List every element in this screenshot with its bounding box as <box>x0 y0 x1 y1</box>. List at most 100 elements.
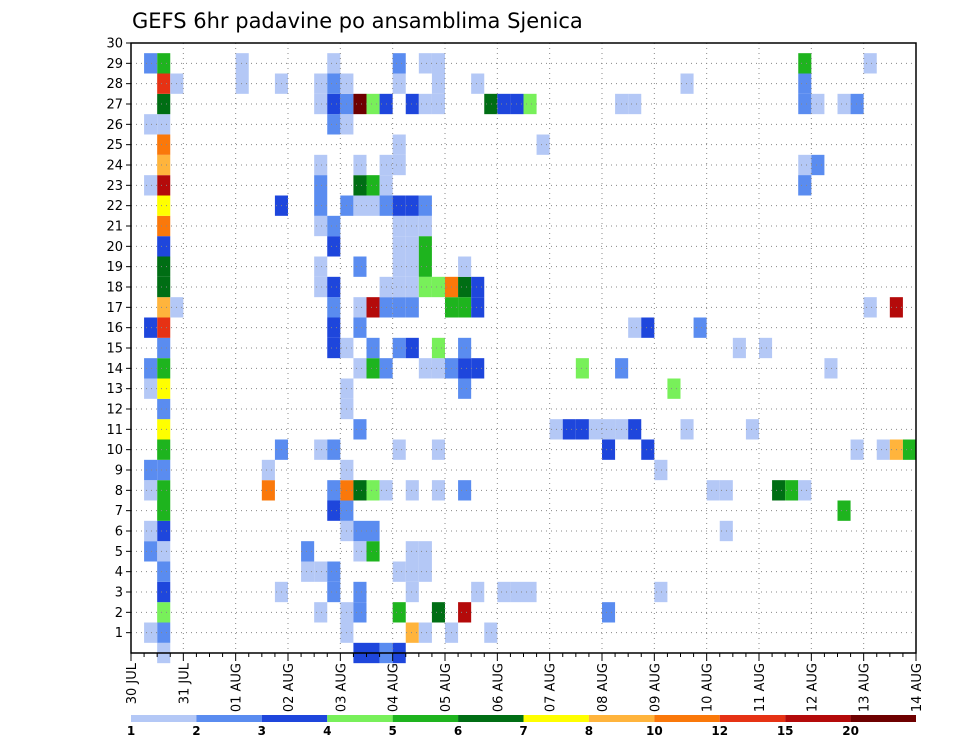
heatmap-cell <box>745 419 759 440</box>
heatmap-cell <box>471 358 485 379</box>
grid-layer <box>131 42 916 653</box>
heatmap-cell <box>392 276 406 298</box>
heatmap-cell <box>157 602 171 623</box>
legend-threshold-label: 12 <box>711 724 728 738</box>
x-date-label: 11 AUG <box>753 663 768 712</box>
heatmap-cell <box>327 276 341 298</box>
heatmap-cell <box>261 459 275 481</box>
heatmap-cell <box>641 439 655 460</box>
y-tick-label: 4 <box>115 565 123 580</box>
heatmap-cell <box>418 53 432 74</box>
heatmap-cell <box>418 256 432 277</box>
heatmap-cell <box>405 297 419 318</box>
heatmap-cell <box>405 337 419 359</box>
y-tick-label: 11 <box>106 423 123 438</box>
legend-threshold-label: 15 <box>777 724 794 738</box>
heatmap-cell <box>353 175 367 196</box>
heatmap-cell <box>366 541 380 562</box>
heatmap-cell <box>261 480 275 501</box>
heatmap-cell <box>392 297 406 318</box>
heatmap-cell <box>157 317 171 338</box>
heatmap-cell <box>157 561 171 582</box>
heatmap-cell <box>798 480 812 501</box>
heatmap-cell <box>772 480 786 501</box>
heatmap-cell <box>157 134 171 155</box>
heatmap-cell <box>314 195 328 216</box>
heatmap-cell <box>575 358 589 379</box>
heatmap-cell <box>327 297 341 318</box>
heatmap-cell <box>628 419 642 440</box>
y-tick-label: 12 <box>106 403 123 418</box>
heatmap-cell <box>366 93 380 115</box>
heatmap-cell <box>314 439 328 460</box>
heatmap-cell <box>405 622 419 643</box>
heatmap-cell <box>327 53 341 74</box>
y-tick-label: 3 <box>115 586 123 601</box>
y-tick-label: 29 <box>106 57 123 72</box>
legend-swatch <box>523 715 589 722</box>
heatmap-cell <box>144 480 158 501</box>
heatmap-cell <box>392 215 406 237</box>
legend-swatch <box>850 715 916 722</box>
heatmap-cell <box>314 73 328 94</box>
heatmap-cell <box>405 581 419 603</box>
heatmap-cell <box>641 317 655 338</box>
heatmap-cell <box>798 93 812 115</box>
y-tick-label: 7 <box>115 504 123 519</box>
heatmap-cell <box>144 175 158 196</box>
y-tick-label: 8 <box>115 484 123 499</box>
heatmap-cell <box>837 500 851 521</box>
heatmap-cell <box>314 256 328 277</box>
heatmap-cell <box>157 520 171 542</box>
heatmap-cell <box>366 480 380 501</box>
plot-frame <box>130 42 917 654</box>
y-tick-label: 17 <box>106 301 123 316</box>
x-date-label: 05 AUG <box>439 663 454 712</box>
heatmap-cell <box>405 215 419 237</box>
heatmap-cell <box>157 419 171 440</box>
heatmap-cell <box>366 195 380 216</box>
y-tick-label: 10 <box>106 443 123 458</box>
x-date-label: 04 AUG <box>387 663 402 712</box>
heatmap-cell <box>353 317 367 338</box>
x-date-label: 12 AUG <box>805 663 820 712</box>
legend-threshold-label: 20 <box>842 724 859 738</box>
heatmap-cell <box>431 602 445 623</box>
y-tick-label: 9 <box>115 464 123 479</box>
legend-threshold-label: 3 <box>258 724 266 738</box>
heatmap-cell <box>458 480 472 501</box>
heatmap-cell <box>157 154 171 176</box>
heatmap-cell <box>353 541 367 562</box>
x-date-label: 30 JUL <box>125 662 140 704</box>
heatmap-cell <box>366 520 380 542</box>
heatmap-cell <box>157 297 171 318</box>
heatmap-cell <box>654 459 668 481</box>
heatmap-cell <box>392 73 406 94</box>
legend-swatch <box>327 715 393 722</box>
x-date-label: 09 AUG <box>648 663 663 712</box>
heatmap-cell <box>798 154 812 176</box>
heatmap-cell <box>327 73 341 94</box>
y-tick-label: 13 <box>106 382 123 397</box>
legend-swatch <box>261 715 328 722</box>
heatmap-cell <box>353 154 367 176</box>
heatmap-cell <box>876 439 890 460</box>
y-tick-label: 16 <box>106 321 123 336</box>
y-tick-label: 30 <box>106 37 123 52</box>
y-tick-label: 26 <box>106 118 123 133</box>
heatmap-cell <box>850 93 864 115</box>
heatmap-cell <box>392 439 406 460</box>
heatmap-cell <box>523 581 537 603</box>
heatmap-cell <box>798 73 812 94</box>
legend-swatch <box>785 715 851 722</box>
heatmap-cell <box>418 541 432 562</box>
heatmap-cell <box>353 602 367 623</box>
x-date-label: 03 AUG <box>334 663 349 712</box>
heatmap-cell <box>392 337 406 359</box>
color-legend: 1 2 3 4 5 6 7 8 10 12 15 20 <box>127 715 916 738</box>
heatmap-cell <box>418 215 432 237</box>
heatmap-cell <box>405 561 419 582</box>
y-tick-label: 20 <box>106 240 123 255</box>
heatmap-cell <box>811 93 825 115</box>
